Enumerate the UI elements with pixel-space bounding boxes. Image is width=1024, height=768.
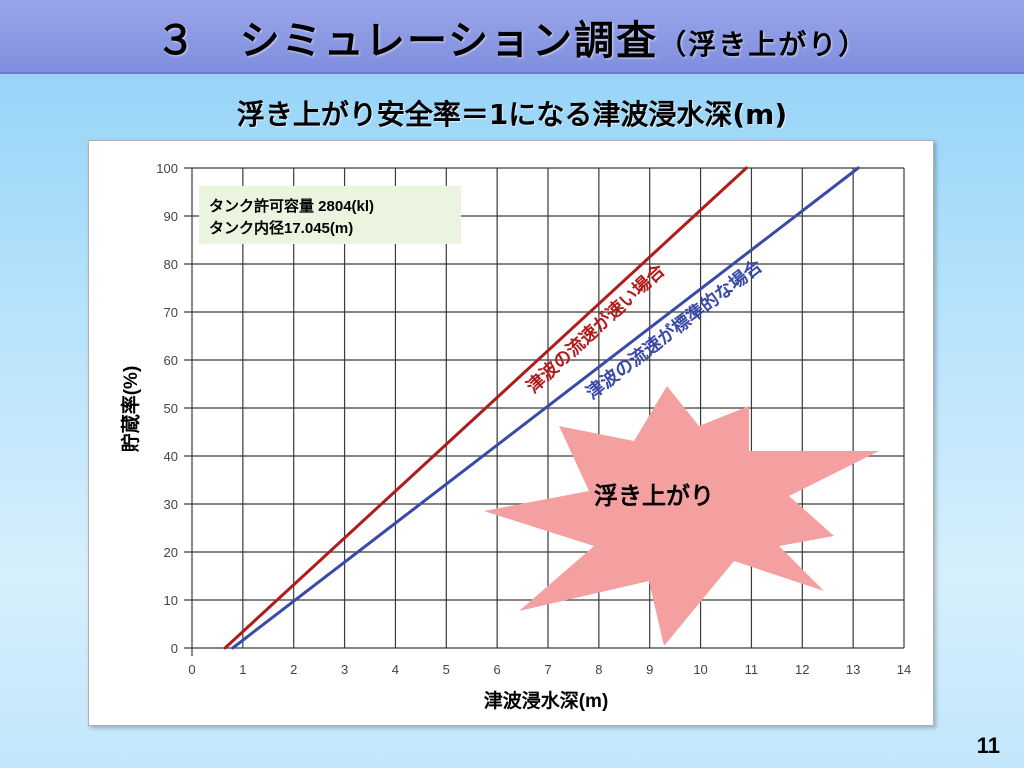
y-axis-label: 貯蔵率(%) <box>119 366 142 453</box>
series-line-standard <box>231 166 860 650</box>
y-tick-label: 50 <box>164 401 178 416</box>
burst-label: 浮き上がり <box>594 482 714 510</box>
x-tick-label: 0 <box>188 662 195 677</box>
series-line-fast <box>223 166 748 650</box>
y-tick-label: 100 <box>156 161 178 176</box>
x-tick-label: 5 <box>443 662 450 677</box>
y-tick-label: 90 <box>164 209 178 224</box>
y-tick-label: 60 <box>164 353 178 368</box>
y-tick-label: 80 <box>164 257 178 272</box>
x-tick-label: 12 <box>795 662 809 677</box>
x-tick-label: 3 <box>341 662 348 677</box>
y-tick-label: 20 <box>164 545 178 560</box>
x-tick-label: 11 <box>745 662 759 677</box>
chart-subtitle: 浮き上がり安全率＝1になる津波浸水深(m) <box>236 98 788 131</box>
burst-shape <box>484 386 879 646</box>
info-box: タンク許可容量 2804(kl) タンク内径17.045(m) <box>199 186 461 244</box>
info-box-bg <box>199 186 461 244</box>
x-tick-label: 7 <box>544 662 551 677</box>
x-tick-label: 6 <box>494 662 501 677</box>
y-tick-label: 0 <box>171 641 178 656</box>
title-main: ３ シミュレーション調査 <box>155 18 659 64</box>
x-tick-label: 13 <box>846 662 860 677</box>
x-tick-label: 14 <box>897 662 911 677</box>
slide-header: ３ シミュレーション調査（浮き上がり） <box>0 0 1024 74</box>
y-tick-label: 10 <box>164 593 178 608</box>
y-tick-label: 30 <box>164 497 178 512</box>
y-tick-label: 70 <box>164 305 178 320</box>
x-tick-label: 4 <box>392 662 399 677</box>
grid-layer <box>184 167 905 656</box>
info-box-line-2: タンク内径17.045(m) <box>209 219 353 237</box>
info-box-line-1: タンク許可容量 2804(kl) <box>209 197 374 215</box>
x-tick-label: 1 <box>239 662 246 677</box>
tick-layer: 0 1 2 3 4 5 6 7 8 9 10 11 12 13 1401020304050607080901… <box>156 161 911 677</box>
page-number: 11 <box>976 733 1000 758</box>
chart-panel: 0 1 2 3 4 5 6 7 8 9 10 11 12 13 14 0 10 20 30 40 50 60 70 80 90 1… <box>88 140 934 726</box>
slide-title: ３ シミュレーション調査（浮き上がり） <box>0 8 1024 66</box>
chart-svg: 0 1 2 3 4 5 6 7 8 9 10 11 12 13 1401020304050607080901… <box>119 161 911 712</box>
x-tick-label: 8 <box>595 662 602 677</box>
x-tick-label: 9 <box>646 662 653 677</box>
y-tick-label: 40 <box>164 449 178 464</box>
x-axis-label: 津波浸水深(m) <box>484 689 609 712</box>
title-paren: （浮き上がり） <box>658 28 869 61</box>
x-tick-label: 10 <box>693 662 707 677</box>
x-tick-label: 2 <box>290 662 297 677</box>
series-layer <box>223 166 860 650</box>
